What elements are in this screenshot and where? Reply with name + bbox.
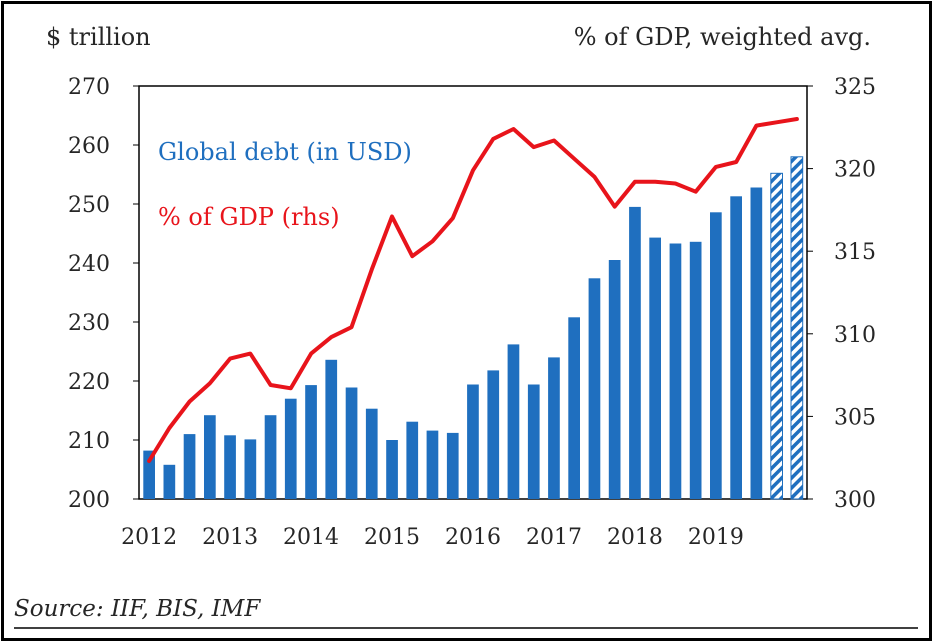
left-tick-label: 210 [68,429,110,454]
right-axis-ticks: 300 305 310 315 320 325 [807,75,876,513]
debt-bar [467,384,479,499]
x-tick-label: 2019 [688,525,744,550]
x-tick-label: 2013 [202,525,258,550]
debt-bar [548,357,560,499]
left-tick-label: 250 [68,193,110,218]
debt-bar [163,464,176,499]
debt-bar [608,260,621,499]
left-axis-ticks: 200 210 220 230 240 250 260 270 [68,75,139,513]
right-tick-label: 305 [834,405,876,430]
right-tick-label: 320 [834,158,876,183]
x-tick-label: 2018 [607,525,663,550]
right-tick-label: 315 [834,240,876,265]
projected-debt-bar [770,172,783,500]
debt-bar [386,440,398,499]
right-tick-label: 325 [834,75,876,100]
debt-bar [224,435,236,499]
left-tick-label: 230 [68,311,110,336]
debt-bar [345,387,358,499]
right-axis-title: % of GDP, weighted avg. [574,23,871,51]
debt-bar [629,206,641,499]
projected-debt-bar [790,156,804,500]
debt-bar [426,430,439,499]
debt-bar [527,384,540,499]
debt-bar [183,434,196,499]
left-tick-label: 200 [68,488,110,513]
debt-bar [204,415,216,499]
source-note: Source: IIF, BIS, IMF [14,596,261,622]
debt-bar [406,421,419,499]
left-tick-label: 260 [68,134,110,159]
debt-bar [284,398,297,499]
line-series [147,117,799,463]
x-tick-label: 2016 [445,525,501,550]
left-tick-label: 220 [68,370,110,395]
x-axis-ticks: 2012 2013 2014 2015 2016 2017 2018 2019 [121,525,744,550]
debt-bar [143,450,155,499]
legend-debt: Global debt (in USD) [158,138,412,166]
right-tick-label: 310 [834,323,876,348]
x-tick-label: 2012 [121,525,177,550]
debt-bar [325,359,338,499]
debt-bar [750,187,763,499]
debt-bar [689,241,702,500]
left-axis-title: $ trillion [46,23,151,51]
right-tick-label: 300 [834,488,876,513]
bar-series [143,156,804,500]
debt-bar [649,237,661,499]
legend-gdp: % of GDP (rhs) [158,203,340,231]
debt-bar [710,212,722,500]
debt-bar [305,385,317,499]
debt-bar [588,278,601,499]
debt-bar [568,317,580,499]
debt-bar [487,370,500,499]
gdp-share-line [147,117,799,463]
x-tick-label: 2015 [364,525,420,550]
debt-bar [669,243,682,499]
debt-bar [507,344,520,499]
x-tick-label: 2017 [526,525,582,550]
debt-bar [446,432,459,499]
left-tick-label: 240 [68,252,110,277]
debt-bar [365,408,378,499]
x-tick-label: 2014 [283,525,339,550]
debt-bar [730,196,742,500]
debt-bar [244,439,257,499]
left-tick-label: 270 [68,75,110,100]
debt-bar [264,415,277,499]
